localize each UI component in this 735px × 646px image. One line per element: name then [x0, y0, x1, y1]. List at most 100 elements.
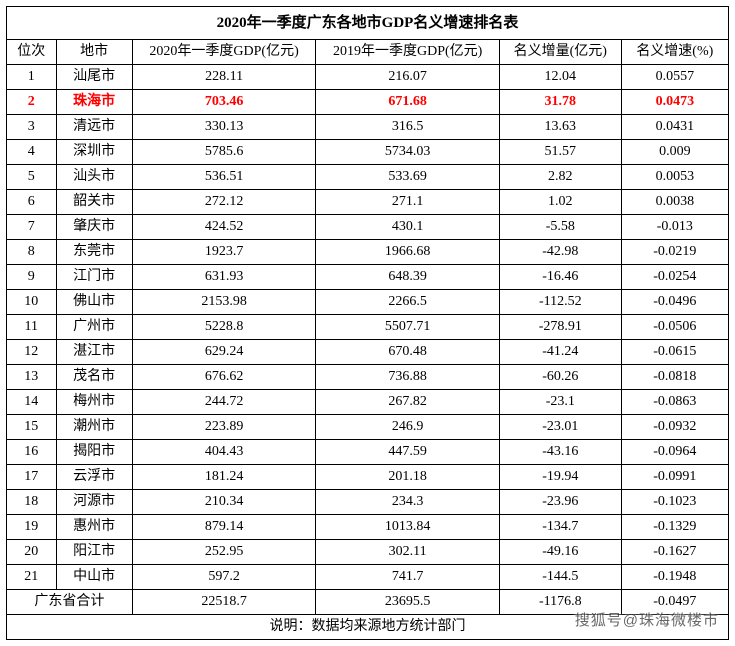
table-cell: 216.07: [316, 65, 500, 90]
table-cell: 17: [7, 465, 57, 490]
table-row: 17云浮市181.24201.18-19.94-0.0991: [7, 465, 729, 490]
table-cell: -0.0254: [621, 265, 728, 290]
table-cell: 潮州市: [56, 415, 132, 440]
table-cell: 汕头市: [56, 165, 132, 190]
table-cell: 1.02: [499, 190, 621, 215]
table-row: 20阳江市252.95302.11-49.16-0.1627: [7, 540, 729, 565]
table-cell: -0.1627: [621, 540, 728, 565]
total-label: 广东省合计: [7, 590, 133, 615]
table-cell: 1923.7: [132, 240, 316, 265]
table-cell: 9: [7, 265, 57, 290]
table-cell: -23.1: [499, 390, 621, 415]
table-cell: 清远市: [56, 115, 132, 140]
table-cell: 15: [7, 415, 57, 440]
table-cell: -0.0964: [621, 440, 728, 465]
table-cell: 629.24: [132, 340, 316, 365]
table-cell: 676.62: [132, 365, 316, 390]
table-cell: -41.24: [499, 340, 621, 365]
table-cell: 茂名市: [56, 365, 132, 390]
table-cell: 404.43: [132, 440, 316, 465]
table-cell: 2266.5: [316, 290, 500, 315]
column-header: 2019年一季度GDP(亿元): [316, 40, 500, 65]
table-cell: 234.3: [316, 490, 500, 515]
table-cell: -49.16: [499, 540, 621, 565]
table-cell: 201.18: [316, 465, 500, 490]
table-cell: -0.013: [621, 215, 728, 240]
table-cell: 珠海市: [56, 90, 132, 115]
gdp-ranking-table: 2020年一季度广东各地市GDP名义增速排名表位次地市2020年一季度GDP(亿…: [6, 6, 729, 640]
watermark-text: 搜狐号@珠海微楼市: [575, 609, 719, 630]
table-cell: 1: [7, 65, 57, 90]
table-cell: -0.0219: [621, 240, 728, 265]
table-cell: -278.91: [499, 315, 621, 340]
column-header: 2020年一季度GDP(亿元): [132, 40, 316, 65]
table-cell: 10: [7, 290, 57, 315]
table-cell: 244.72: [132, 390, 316, 415]
table-cell: 3: [7, 115, 57, 140]
table-cell: 16: [7, 440, 57, 465]
table-cell: 佛山市: [56, 290, 132, 315]
table-cell: -0.0932: [621, 415, 728, 440]
table-row: 13茂名市676.62736.88-60.26-0.0818: [7, 365, 729, 390]
table-cell: 316.5: [316, 115, 500, 140]
table-row: 10佛山市2153.982266.5-112.52-0.0496: [7, 290, 729, 315]
table-cell: 汕尾市: [56, 65, 132, 90]
column-header: 名义增速(%): [621, 40, 728, 65]
table-cell: 5507.71: [316, 315, 500, 340]
table-cell: 536.51: [132, 165, 316, 190]
table-cell: 252.95: [132, 540, 316, 565]
table-cell: -0.0991: [621, 465, 728, 490]
table-cell: 18: [7, 490, 57, 515]
table-cell: 533.69: [316, 165, 500, 190]
table-cell: 云浮市: [56, 465, 132, 490]
total-cell: 23695.5: [316, 590, 500, 615]
table-cell: 0.0473: [621, 90, 728, 115]
table-cell: -42.98: [499, 240, 621, 265]
table-cell: 19: [7, 515, 57, 540]
table-row: 18河源市210.34234.3-23.96-0.1023: [7, 490, 729, 515]
table-cell: 267.82: [316, 390, 500, 415]
table-cell: 11: [7, 315, 57, 340]
table-cell: 736.88: [316, 365, 500, 390]
table-cell: -23.96: [499, 490, 621, 515]
table-cell: -5.58: [499, 215, 621, 240]
table-cell: -0.0818: [621, 365, 728, 390]
table-cell: 2153.98: [132, 290, 316, 315]
table-cell: 0.009: [621, 140, 728, 165]
table-cell: -0.0506: [621, 315, 728, 340]
table-cell: -23.01: [499, 415, 621, 440]
column-header: 位次: [7, 40, 57, 65]
table-cell: 东莞市: [56, 240, 132, 265]
table-cell: 5734.03: [316, 140, 500, 165]
table-cell: 302.11: [316, 540, 500, 565]
column-header: 名义增量(亿元): [499, 40, 621, 65]
table-row: 1汕尾市228.11216.0712.040.0557: [7, 65, 729, 90]
table-cell: 2.82: [499, 165, 621, 190]
table-cell: -0.1023: [621, 490, 728, 515]
table-row: 19惠州市879.141013.84-134.7-0.1329: [7, 515, 729, 540]
table-row: 8东莞市1923.71966.68-42.98-0.0219: [7, 240, 729, 265]
table-row: 7肇庆市424.52430.1-5.58-0.013: [7, 215, 729, 240]
table-cell: -0.1329: [621, 515, 728, 540]
table-cell: 330.13: [132, 115, 316, 140]
table-cell: 31.78: [499, 90, 621, 115]
table-cell: 韶关市: [56, 190, 132, 215]
table-cell: 13.63: [499, 115, 621, 140]
table-cell: 揭阳市: [56, 440, 132, 465]
table-cell: 1966.68: [316, 240, 500, 265]
table-cell: 879.14: [132, 515, 316, 540]
table-cell: 0.0557: [621, 65, 728, 90]
table-cell: 惠州市: [56, 515, 132, 540]
table-cell: 0.0053: [621, 165, 728, 190]
table-cell: 广州市: [56, 315, 132, 340]
total-cell: 22518.7: [132, 590, 316, 615]
table-cell: 597.2: [132, 565, 316, 590]
table-cell: 430.1: [316, 215, 500, 240]
table-row: 21中山市597.2741.7-144.5-0.1948: [7, 565, 729, 590]
table-cell: 8: [7, 240, 57, 265]
table-row: 4深圳市5785.65734.0351.570.009: [7, 140, 729, 165]
table-cell: -16.46: [499, 265, 621, 290]
table-row: 6韶关市272.12271.11.020.0038: [7, 190, 729, 215]
table-cell: 肇庆市: [56, 215, 132, 240]
table-cell: 228.11: [132, 65, 316, 90]
